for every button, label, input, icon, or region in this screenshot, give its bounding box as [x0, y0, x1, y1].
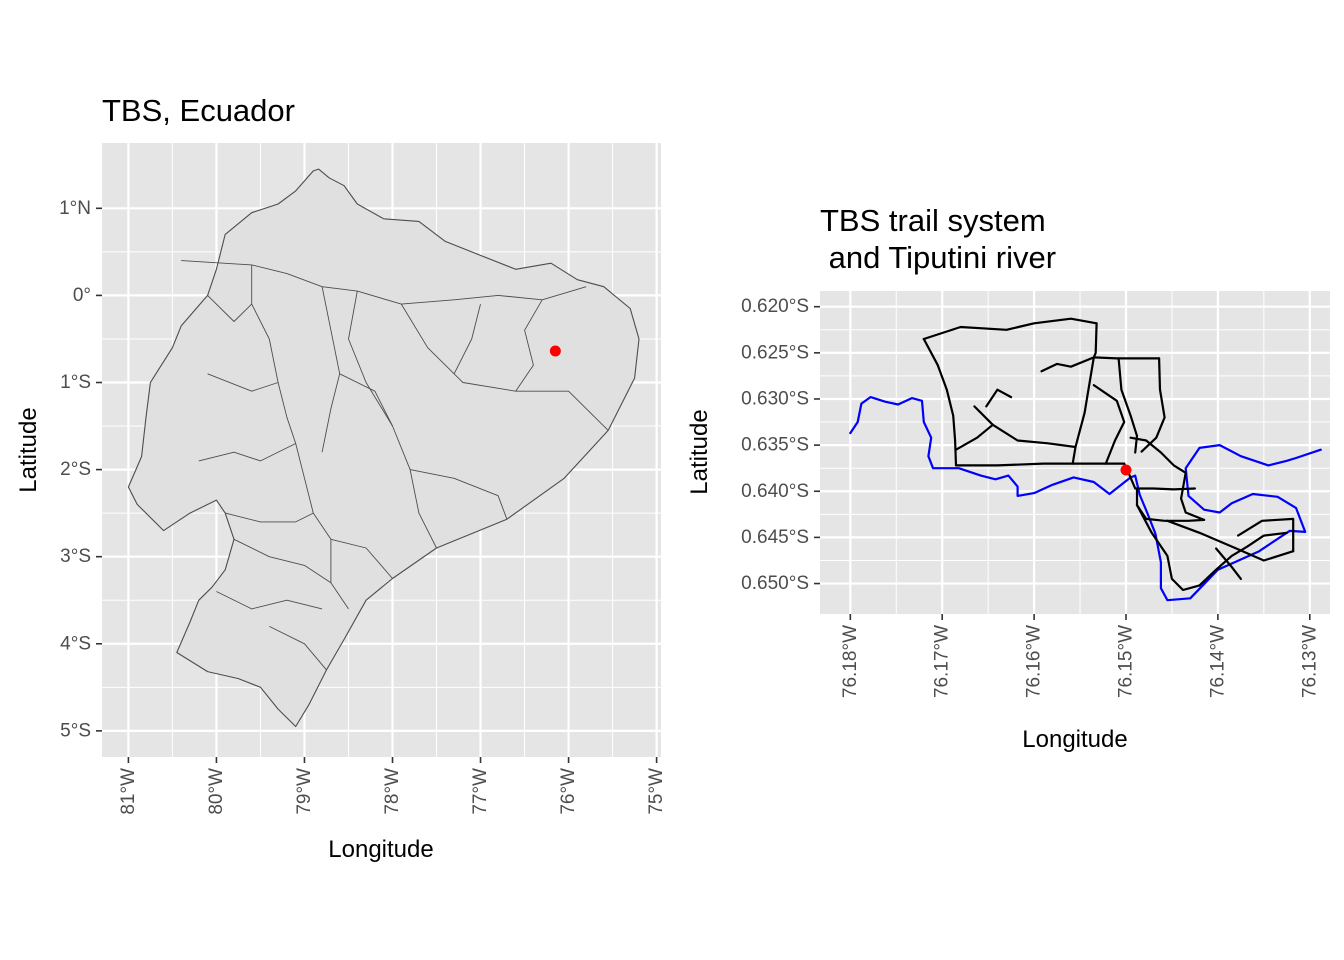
province-boundary — [198, 443, 296, 462]
trail — [1215, 547, 1242, 580]
tbs-map-y-axis-title: Latitude — [686, 409, 713, 494]
tbs-map-x-axis-title: Longitude — [1022, 726, 1127, 753]
tbs-map-y-tick-label: 0.645°S — [741, 527, 809, 548]
ecuador-country-outline — [127, 168, 640, 728]
trail — [1166, 519, 1295, 562]
ecuador-map-x-tick-label: 80°W — [206, 768, 227, 815]
tbs-map-x-tick-label: 76.18°W — [840, 625, 861, 698]
trail — [985, 388, 1013, 408]
tbs-map-x-tick-label: 76.16°W — [1024, 625, 1045, 698]
trail — [1135, 504, 1201, 592]
province-boundary — [181, 260, 587, 305]
ecuador-map-y-axis-title: Latitude — [15, 407, 42, 492]
province-boundary — [515, 299, 543, 392]
province-boundary — [400, 303, 609, 431]
ecuador-map-x-tick-label: 78°W — [382, 768, 403, 815]
tbs-map-y-tick-label: 0.630°S — [741, 388, 809, 409]
province-boundary — [330, 538, 393, 579]
trail — [1129, 436, 1187, 474]
province-boundary — [269, 625, 327, 671]
province-boundary — [207, 295, 253, 322]
province-boundary — [207, 373, 279, 392]
trail — [1071, 356, 1095, 465]
tbs-map-x-ticks: 76.18°W 76.17°W 76.16°W 76.15°W 76.14°W 76.13… — [840, 614, 1320, 698]
ecuador-map-x-tick-label: 77°W — [470, 768, 491, 815]
tiputini-river — [849, 396, 1322, 602]
ecuador-map: TBS, Ecuador 1°N 0° 1°S 2°S 3°S 4°S 5°S 81°W 80… — [15, 93, 667, 863]
province-boundary — [233, 538, 332, 584]
ecuador-map-title: TBS, Ecuador — [102, 93, 295, 128]
trail — [1135, 487, 1206, 522]
tbs-map: TBS trail system and Tiputini river 0.62… — [686, 203, 1330, 753]
trail — [1117, 357, 1139, 454]
tbs-map-y-ticks: 0.620°S 0.625°S 0.630°S 0.635°S 0.640°S 0.645… — [741, 296, 820, 594]
ecuador-map-y-tick-label: 0° — [73, 285, 91, 306]
ecuador-land — [127, 168, 640, 728]
tbs-map-x-tick-label: 76.15°W — [1116, 625, 1137, 698]
ecuador-map-y-tick-label: 1°N — [59, 198, 91, 219]
trail — [954, 423, 994, 451]
ecuador-map-y-ticks: 1°N 0° 1°S 2°S 3°S 4°S 5°S — [59, 198, 102, 741]
tbs-map-title-line-1: TBS trail system — [820, 203, 1046, 238]
trail — [1237, 517, 1295, 553]
province-boundary — [225, 512, 314, 523]
tbs-map-title-line-2: and Tiputini river — [820, 240, 1056, 275]
ecuador-map-y-tick-label: 4°S — [60, 633, 91, 654]
tbs-site-marker-group — [1120, 464, 1132, 476]
tbs-map-x-tick-label: 76.17°W — [932, 625, 953, 698]
trail — [1198, 531, 1288, 587]
tbs-site-marker — [549, 345, 561, 357]
trail — [954, 462, 1126, 467]
trail — [922, 337, 958, 467]
ecuador-map-x-ticks: 81°W 80°W 79°W 78°W 77°W 76°W 75°W — [118, 757, 667, 815]
ecuador-map-x-tick-label: 75°W — [646, 768, 667, 815]
ecuador-map-x-tick-label: 76°W — [558, 768, 579, 815]
province-boundary — [339, 373, 393, 427]
ecuador-map-x-tick-label: 81°W — [118, 768, 139, 815]
province-boundary — [453, 303, 481, 375]
trail — [1092, 384, 1126, 465]
tbs-map-y-tick-label: 0.635°S — [741, 435, 809, 456]
tbs-map-y-tick-label: 0.640°S — [741, 481, 809, 502]
trail — [922, 317, 1098, 341]
ecuador-map-y-tick-label: 3°S — [60, 546, 91, 567]
ecuador-map-x-axis-title: Longitude — [328, 836, 433, 863]
tbs-map-y-tick-label: 0.650°S — [741, 573, 809, 594]
province-boundary — [216, 591, 323, 610]
ecuador-map-y-tick-label: 1°S — [60, 372, 91, 393]
trail — [1140, 357, 1166, 453]
trail — [1180, 471, 1206, 521]
ecuador-map-y-tick-label: 5°S — [60, 720, 91, 741]
ecuador-map-y-tick-label: 2°S — [60, 459, 91, 480]
ecuador-site-marker-group — [549, 345, 561, 357]
province-boundary — [410, 469, 508, 520]
trail — [1040, 356, 1095, 373]
tbs-map-y-tick-label: 0.625°S — [741, 342, 809, 363]
ecuador-map-x-tick-label: 79°W — [294, 768, 315, 815]
tiputini-river-group — [849, 396, 1322, 602]
tbs-map-y-tick-label: 0.620°S — [741, 296, 809, 317]
trail — [973, 405, 1077, 449]
tbs-map-x-tick-label: 76.14°W — [1207, 625, 1228, 698]
tbs-map-x-tick-label: 76.13°W — [1299, 625, 1320, 698]
tbs-site-marker — [1120, 464, 1132, 476]
trail — [1092, 322, 1161, 360]
